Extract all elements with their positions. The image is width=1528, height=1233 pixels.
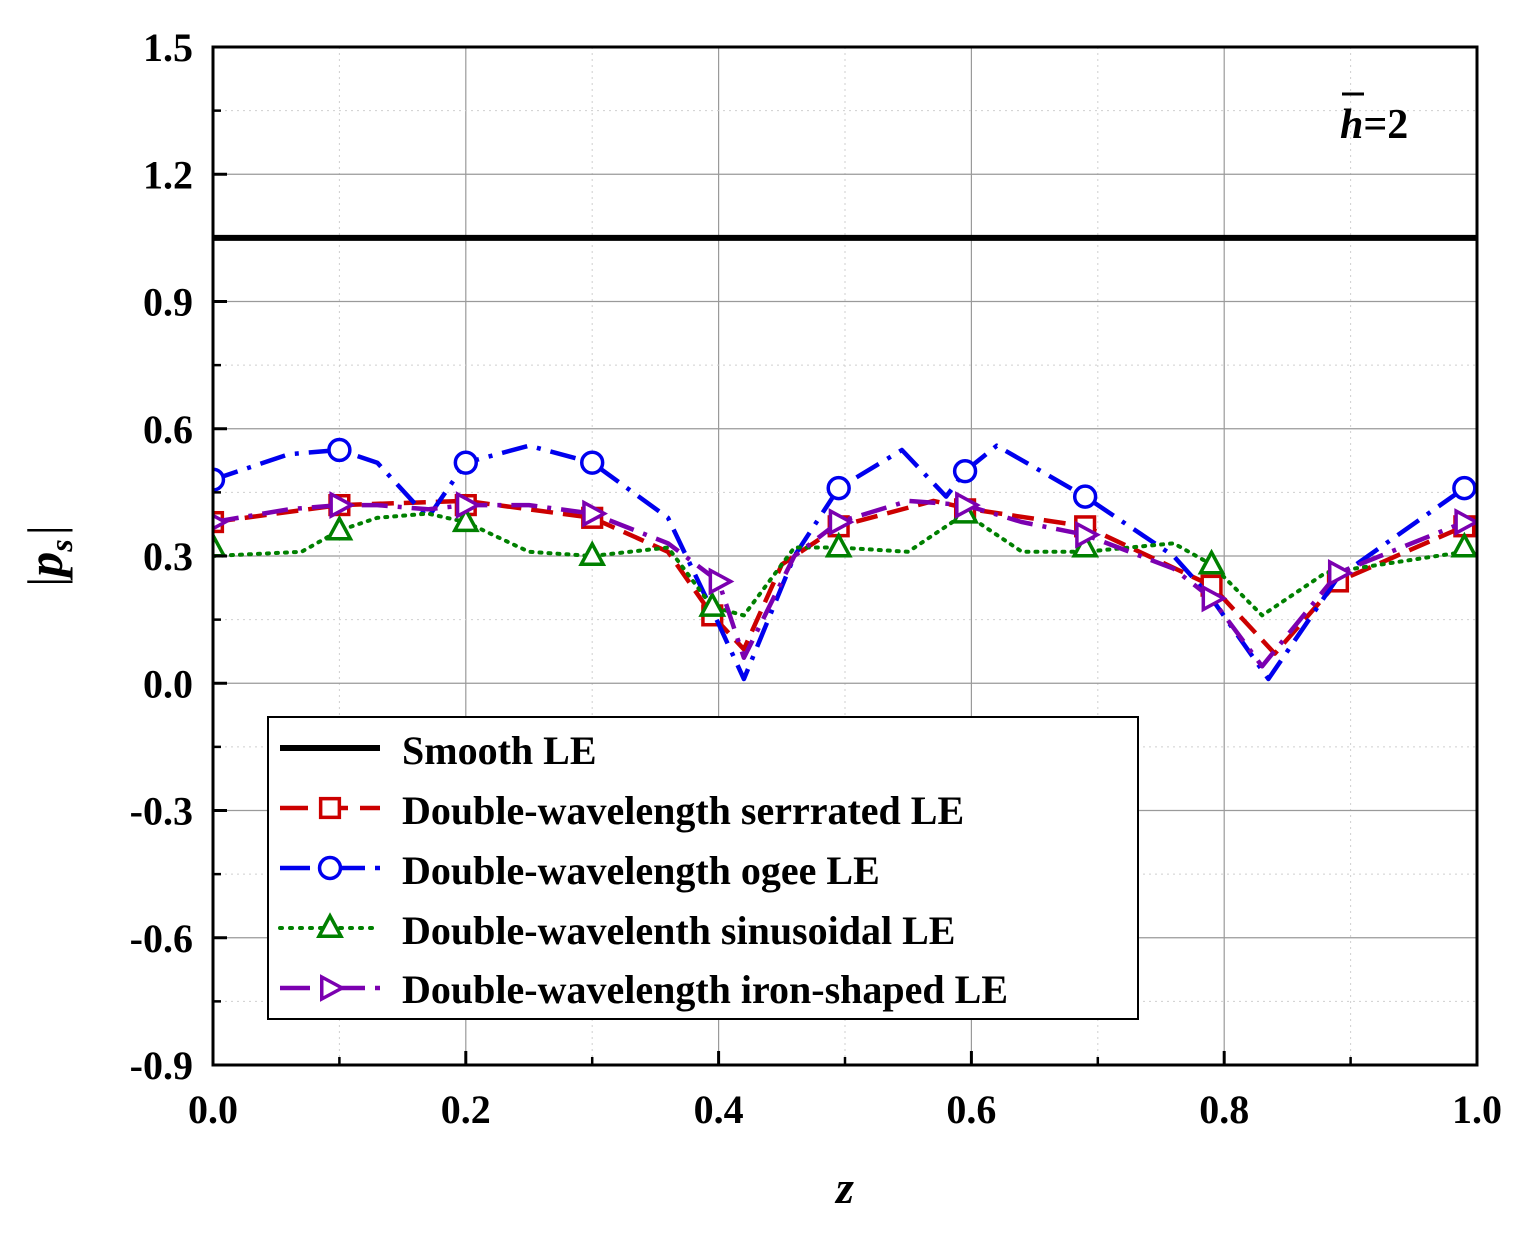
y-tick-label: 0.3 [143, 534, 193, 579]
series-sinusoidal [213, 497, 1477, 618]
legend-marker-iron-shaped [320, 974, 346, 1002]
data-point-ogee [580, 450, 605, 475]
legend: Smooth LE Double-wavelength serrrated LE… [267, 716, 1139, 1020]
data-point-sinusoidal [698, 591, 727, 617]
data-point-iron-shaped [329, 491, 356, 520]
x-axis-title: z [834, 1162, 854, 1213]
x-tick-label: 0.0 [188, 1087, 238, 1132]
series-line-iron-shaped [213, 498, 1466, 669]
y-tick-label: 0.6 [143, 407, 193, 452]
data-point-sinusoidal [824, 531, 853, 558]
y-tick-label: -0.6 [130, 916, 193, 961]
data-point-iron-shaped [1454, 508, 1477, 537]
svg-text:h=2: h=2 [1340, 102, 1408, 148]
y-tick-label: -0.9 [130, 1043, 193, 1088]
annotation: h=2 [1340, 92, 1408, 148]
data-point-ogee [453, 450, 478, 475]
data-point-ogee [1072, 484, 1098, 509]
x-tick-label: 0.4 [694, 1087, 744, 1132]
y-tick-label: 0.9 [143, 280, 193, 325]
annotation-value: =2 [1363, 102, 1408, 148]
data-point-iron-shaped [1075, 520, 1101, 549]
data-point-sinusoidal [1197, 548, 1226, 575]
y-axis-bar-left: | [17, 577, 73, 587]
data-point-sinusoidal [451, 506, 480, 533]
y-tick-label: 1.2 [143, 152, 193, 197]
series-line-sinusoidal [213, 511, 1467, 618]
x-tick-label: 0.8 [1199, 1087, 1249, 1132]
y-tick-labels: -0.9 -0.6 -0.3 0.0 0.3 0.6 0.9 1.2 1.5 [130, 25, 193, 1088]
data-point-iron-shaped [828, 508, 855, 537]
data-point-ogee [826, 475, 851, 501]
data-point-iron-shaped [955, 491, 981, 520]
ticks [211, 45, 1479, 1067]
legend-label-smooth: Smooth LE [402, 728, 597, 773]
svg-text:|ps|: |ps| [17, 525, 79, 586]
data-point-sinusoidal [1450, 531, 1477, 558]
data-point-sinusoidal [213, 531, 227, 558]
y-axis-bar-right: | [17, 525, 73, 535]
legend-label-ogee: Double-wavelength ogee LE [402, 848, 880, 893]
legend-label-serrated: Double-wavelength serrrated LE [402, 788, 964, 833]
y-axis-sub: s [43, 539, 79, 552]
data-point-ogee [1452, 475, 1477, 501]
data-point-iron-shaped [1327, 559, 1354, 587]
legend-marker-serrated [318, 796, 342, 820]
legend-samples [278, 745, 382, 1002]
y-tick-label: -0.3 [130, 789, 193, 834]
data-point-ogee [952, 458, 978, 484]
x-tick-label: 0.2 [441, 1087, 491, 1132]
data-point-iron-shaped [582, 499, 608, 528]
series-layer [213, 234, 1477, 682]
data-point-iron-shaped [708, 567, 735, 596]
legend-marker-ogee [317, 855, 343, 881]
legend-label-iron-shaped: Double-wavelength iron-shaped LE [402, 967, 1008, 1012]
series-iron-shaped [213, 491, 1477, 669]
x-tick-labels: 0.0 0.2 0.4 0.6 0.8 1.0 [188, 1087, 1502, 1132]
legend-marker-sinusoidal [316, 912, 344, 938]
x-tick-label: 0.6 [946, 1087, 996, 1132]
data-point-iron-shaped [213, 513, 229, 531]
data-point-iron-shaped [1201, 584, 1228, 613]
data-point-ogee [327, 437, 352, 463]
y-tick-label: 1.5 [143, 25, 193, 70]
x-tick-label: 1.0 [1452, 1087, 1502, 1132]
y-axis-title: |ps| [17, 525, 79, 586]
y-axis-main: p [17, 552, 73, 581]
data-point-sinusoidal [578, 540, 607, 566]
data-point-sinusoidal [325, 514, 354, 541]
annotation-symbol: h [1340, 102, 1363, 148]
legend-box [267, 716, 1139, 1020]
data-point-iron-shaped [455, 491, 482, 520]
y-tick-label: 0.0 [143, 661, 193, 706]
legend-label-sinusoidal: Double-wavelenth sinusoidal LE [402, 908, 955, 953]
